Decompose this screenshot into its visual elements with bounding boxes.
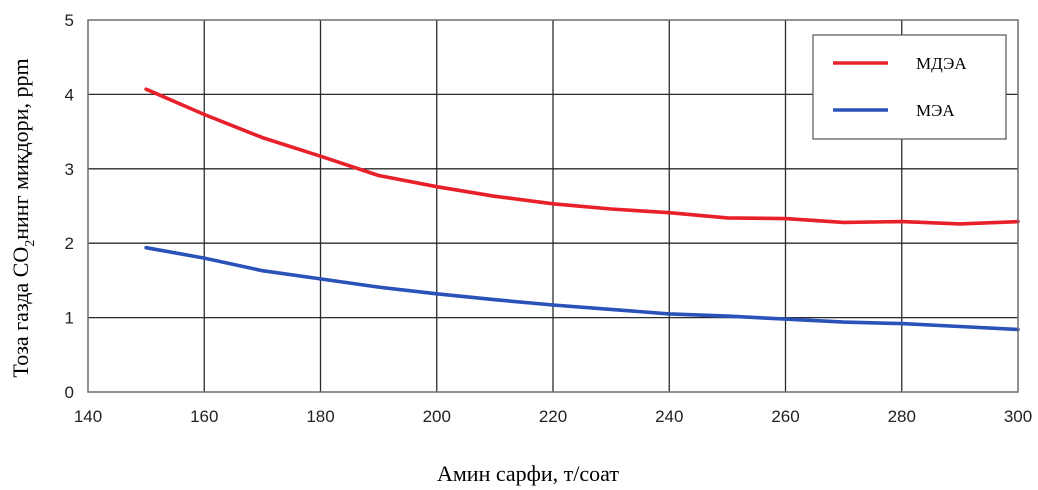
legend-box <box>812 34 1007 140</box>
y-tick-label: 4 <box>65 85 74 104</box>
x-tick-label: 160 <box>190 407 218 426</box>
x-axis-title: Амин сарфи, т/соат <box>437 461 619 486</box>
x-tick-label: 220 <box>539 407 567 426</box>
x-tick-label: 180 <box>306 407 334 426</box>
y-axis-title-main: Тоза газда CO <box>8 247 33 378</box>
data-series <box>144 87 1020 332</box>
x-tick-label: 260 <box>771 407 799 426</box>
y-axis-title: Тоза газда CO2нинг миқдори, ppm <box>8 58 38 377</box>
series-line-2 <box>144 245 1020 332</box>
legend-label-1: МДЭА <box>916 54 967 73</box>
y-tick-label: 3 <box>65 160 74 179</box>
x-tick-label: 300 <box>1004 407 1032 426</box>
y-tick-label: 2 <box>65 234 74 253</box>
x-tick-label: 280 <box>888 407 916 426</box>
x-tick-label: 240 <box>655 407 683 426</box>
x-tick-label: 200 <box>423 407 451 426</box>
y-tick-label: 5 <box>65 11 74 30</box>
series-line-1 <box>144 87 1020 226</box>
x-tick-label: 140 <box>74 407 102 426</box>
y-tick-labels: 0 1 2 3 4 5 <box>65 11 74 402</box>
y-tick-label: 0 <box>65 383 74 402</box>
plot-border <box>87 19 1019 393</box>
legend-label-2: МЭА <box>916 101 955 120</box>
y-tick-label: 1 <box>65 309 74 328</box>
legend: МДЭА МЭА <box>812 34 1007 140</box>
y-axis-title-subscript: 2 <box>23 240 38 247</box>
x-tick-labels: 140 160 180 200 220 240 260 280 300 <box>74 407 1032 426</box>
y-axis-title-rest: нинг миқдори, ppm <box>8 58 33 239</box>
